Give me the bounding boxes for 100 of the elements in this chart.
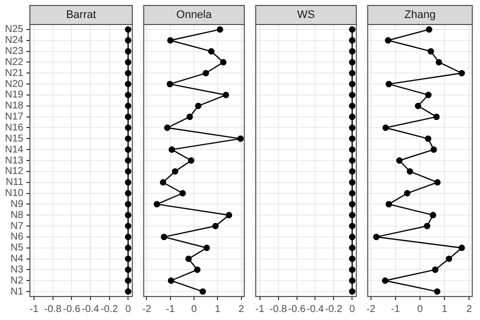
y-tick-label: N4 [10, 254, 24, 265]
point [164, 124, 170, 131]
y-tick-label: N17 [4, 112, 24, 123]
point [208, 48, 214, 54]
point [446, 256, 452, 262]
x-tick-label: -0.4 [82, 304, 100, 315]
point [426, 26, 432, 33]
point [200, 288, 206, 295]
point [168, 277, 174, 284]
point [166, 80, 174, 88]
point [425, 92, 432, 98]
x-tick-label: -0.2 [100, 304, 118, 315]
point [386, 80, 392, 88]
y-tick-label: N5 [10, 242, 24, 254]
x-tick-label: -1 [390, 304, 400, 315]
y-tick-label: N9 [10, 198, 24, 210]
point [167, 37, 174, 44]
x-tick-label: 1 [442, 304, 448, 315]
point [172, 168, 178, 175]
y-tick-label: N7 [10, 220, 24, 232]
x-tick-label: 0 [125, 304, 132, 315]
x-tick-label: -1 [166, 304, 176, 315]
point [194, 266, 201, 273]
y-tick-label: N21 [4, 68, 24, 79]
point [186, 114, 193, 120]
y-tick-label: N14 [4, 144, 24, 156]
y-tick-label: N25 [4, 24, 24, 36]
y-tick-label: N11 [6, 177, 24, 188]
point [154, 200, 160, 208]
point [432, 266, 438, 273]
point [424, 135, 432, 142]
x-tick-label: -0.4 [306, 304, 324, 315]
x-tick-label: 2 [466, 304, 472, 315]
point [436, 59, 442, 66]
point [237, 135, 244, 142]
chart-title: WS [297, 9, 315, 22]
y-tick-label: N18 [4, 100, 24, 112]
point [424, 222, 430, 230]
point [212, 222, 219, 230]
x-tick-label: 0 [349, 304, 356, 315]
point [160, 179, 166, 186]
point [384, 37, 392, 44]
point [433, 114, 440, 120]
point [216, 26, 224, 33]
y-tick-label: N3 [10, 264, 24, 276]
point [220, 59, 226, 66]
y-tick-label: N10 [4, 188, 24, 200]
point [430, 212, 436, 218]
point [188, 157, 194, 164]
y-tick-label: N6 [10, 232, 24, 243]
point [386, 200, 392, 208]
point [179, 190, 186, 196]
point [434, 179, 441, 186]
point [226, 212, 232, 218]
x-tick-label: -1 [30, 304, 39, 315]
y-tick-label: N15 [4, 133, 24, 144]
x-tick-label: -2 [366, 304, 376, 315]
point [202, 70, 210, 76]
x-tick-label: -1 [255, 304, 265, 315]
y-tick-label: N13 [4, 155, 24, 166]
y-tick-label: N1 [10, 286, 24, 298]
x-tick-label: 0 [191, 304, 198, 315]
point [195, 102, 202, 110]
point [430, 146, 437, 153]
y-tick-label: N20 [4, 78, 24, 90]
chart-title: Onnela [176, 9, 213, 22]
x-tick-label: 1 [214, 304, 221, 315]
y-tick-label: N12 [4, 166, 24, 178]
point [434, 288, 440, 295]
point [373, 234, 380, 240]
x-tick-label: -2 [142, 304, 152, 315]
y-tick-label: N19 [4, 90, 24, 101]
x-tick-label: -0.2 [325, 304, 343, 315]
x-tick-label: 0 [417, 304, 424, 315]
y-tick-label: N8 [10, 210, 24, 221]
point [160, 234, 168, 240]
point [168, 146, 175, 153]
point [185, 256, 192, 262]
point [382, 277, 388, 284]
point [414, 102, 422, 110]
point [222, 92, 230, 98]
point [404, 190, 410, 196]
point [406, 168, 414, 175]
y-tick-label: N22 [4, 56, 24, 68]
point [458, 244, 465, 252]
point [428, 48, 434, 54]
y-tick-label: N2 [10, 275, 24, 286]
y-tick-label: N24 [4, 35, 24, 46]
y-tick-label: N16 [4, 122, 24, 134]
x-tick-label: -0.8 [44, 304, 62, 315]
point [458, 70, 465, 76]
y-tick-label: N23 [4, 46, 24, 58]
chart-title: Zhang [404, 9, 436, 22]
x-tick-label: -0.8 [270, 304, 288, 315]
chart-title: Barrat [66, 9, 96, 22]
point [204, 244, 210, 252]
point [382, 124, 389, 131]
x-tick-label: -0.6 [288, 304, 306, 315]
x-tick-label: 2 [238, 304, 244, 315]
x-tick-label: -0.6 [63, 304, 81, 315]
